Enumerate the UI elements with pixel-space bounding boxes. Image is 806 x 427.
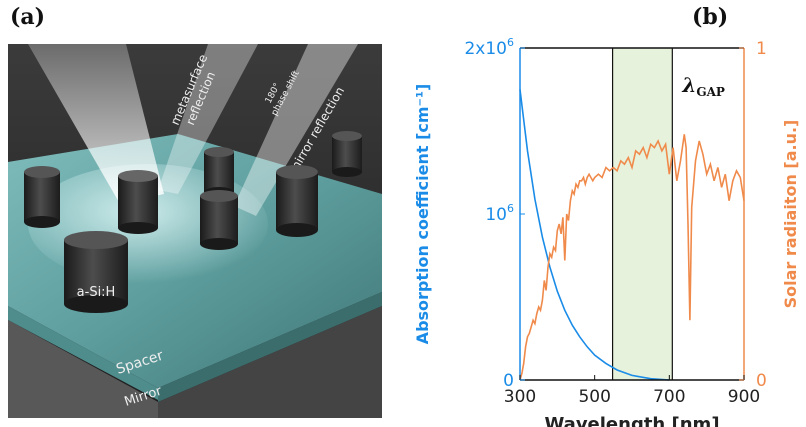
y-axis-right-label: Solar radiaiton [a.u.] xyxy=(781,120,800,309)
y-left-tick-label: 2x106 xyxy=(464,36,514,59)
pillar xyxy=(24,166,60,228)
spacer-right-side xyxy=(158,292,382,402)
x-tick-label: 500 xyxy=(578,387,610,407)
y-axis-left-label: Absorption coefficient [cm⁻¹] xyxy=(413,84,432,345)
pillar xyxy=(204,147,234,197)
panel-b-label: (b) xyxy=(692,4,729,30)
x-tick-label: 900 xyxy=(728,387,760,407)
x-axis-label: Wavelength [nm] xyxy=(544,414,719,427)
spacer-front-side xyxy=(8,306,158,400)
mirror-right-side xyxy=(158,306,382,418)
y-right-tick-label: 0 xyxy=(756,371,767,391)
pillar xyxy=(276,165,318,237)
pillar-a-si-h xyxy=(64,231,128,313)
absorption-curve xyxy=(519,89,670,381)
panel-a-label: (a) xyxy=(10,4,46,30)
solar-spectrum-curve xyxy=(519,134,745,381)
y-left-tick-label: 0 xyxy=(503,371,514,391)
metasurface-illustration: metasurface reflection 180° phase shift … xyxy=(8,44,382,418)
x-tick-label: 700 xyxy=(653,387,685,407)
lambda-gap-label: λGAP xyxy=(681,73,725,99)
mirror-front-side xyxy=(8,320,158,418)
metasurface-reflection-beam xyxy=(158,44,258,194)
pillar xyxy=(118,170,158,234)
y-right-tick-label: 1 xyxy=(756,39,767,59)
incident-beam xyxy=(28,44,164,204)
mirror-reflection-beam xyxy=(234,44,358,216)
pillar xyxy=(200,190,238,250)
bandgap-highlight xyxy=(612,48,673,380)
pillar-label: a-Si:H xyxy=(77,285,116,300)
pillar xyxy=(332,131,362,177)
x-tick-label: 300 xyxy=(504,387,536,407)
y-left-tick-label: 106 xyxy=(485,202,514,225)
